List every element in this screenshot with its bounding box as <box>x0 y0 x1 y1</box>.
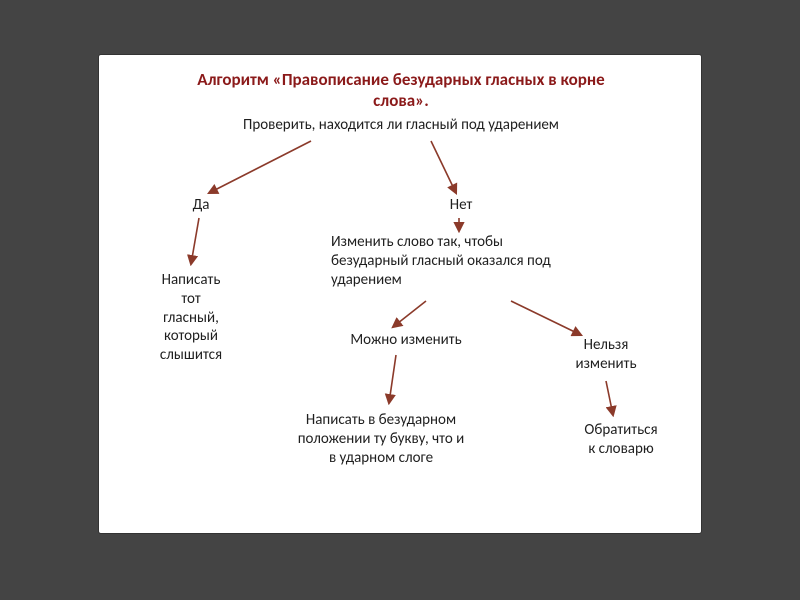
node-question: Проверить, находится ли гласный под удар… <box>191 116 611 135</box>
node-write-unstressed: Написать в безударномположении ту букву,… <box>251 411 511 467</box>
node-can-change: Можно изменить <box>311 331 501 350</box>
node-yes: Да <box>171 196 231 215</box>
slide-canvas: Алгоритм «Правописание безударных гласны… <box>0 0 800 600</box>
content-card: Алгоритм «Правописание безударных гласны… <box>98 54 702 534</box>
node-change-word: Изменить слово так, чтобыбезударный глас… <box>331 233 661 289</box>
node-no: Нет <box>431 196 491 215</box>
title-line-1: Алгоритм «Правописание безударных гласны… <box>119 69 683 90</box>
node-write-heard: Написатьтотгласный,которыйслышится <box>136 271 246 365</box>
node-use-dictionary: Обратитьсяк словарю <box>556 421 686 459</box>
diagram-title: Алгоритм «Правописание безударных гласны… <box>119 69 683 111</box>
title-line-2: слова». <box>119 90 683 111</box>
node-cannot-change: Нельзяизменить <box>546 336 666 374</box>
